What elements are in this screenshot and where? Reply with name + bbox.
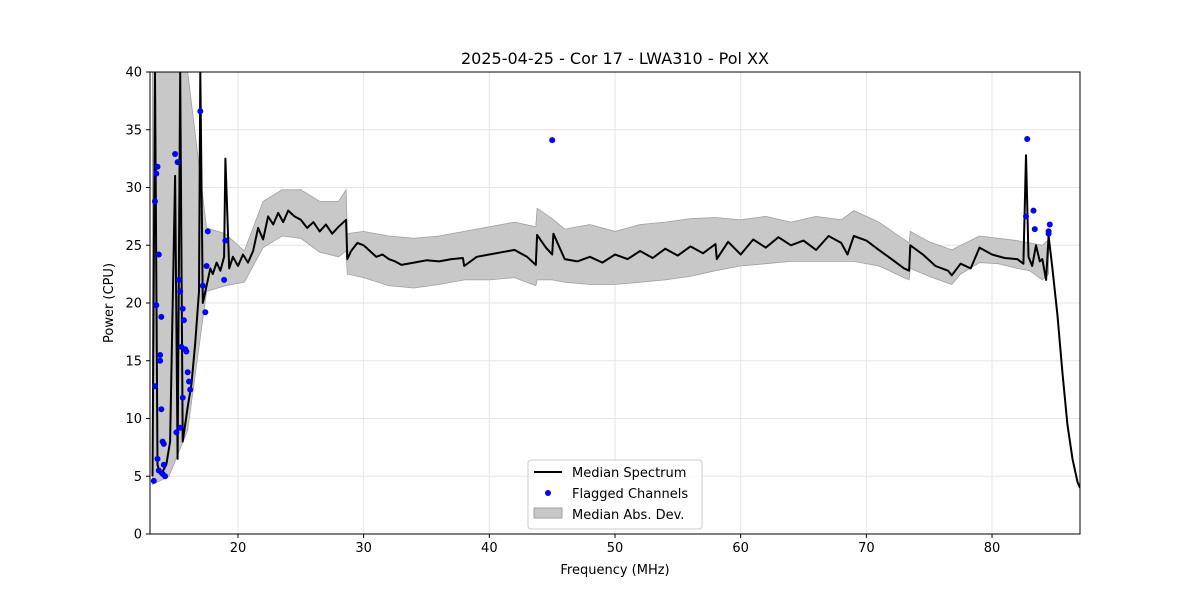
x-tick-label: 70: [858, 541, 875, 556]
legend-box: [527, 459, 703, 530]
flagged-channel-point: [180, 317, 187, 324]
flagged-channel-point: [199, 282, 206, 289]
flagged-channel-point: [221, 276, 228, 283]
x-tick-label: 50: [607, 541, 624, 556]
flagged-channel-point: [175, 276, 182, 283]
median-spectrum-line: [151, 72, 1080, 489]
y-axis-label: Power (CPU): [102, 263, 117, 343]
legend-flagged-swatch: [545, 490, 551, 496]
flagged-channel-point: [154, 455, 161, 462]
flagged-channel-point: [1031, 226, 1038, 233]
flagged-channel-point: [549, 137, 556, 144]
flagged-channel-point: [1024, 136, 1031, 142]
flagged-channel-point: [187, 386, 194, 393]
flagged-channel-point: [154, 163, 161, 170]
flagged-channel-point: [157, 352, 164, 358]
mad-band-layer: [152, 72, 1049, 485]
flagged-channel-point: [152, 383, 158, 390]
flagged-channel-point: [177, 288, 184, 295]
flagged-channel-point: [186, 378, 192, 385]
x-axis-label: Frequency (MHz): [560, 563, 669, 578]
legend-flagged-label: Flagged Channels: [572, 487, 688, 502]
flagged-channel-point: [179, 394, 186, 401]
y-tick-label: 20: [125, 297, 142, 312]
flagged-channel-point: [202, 309, 209, 316]
flagged-channel-point: [183, 348, 190, 355]
x-tick-label: 30: [355, 541, 372, 556]
flagged-channel-point: [179, 305, 186, 312]
flagged-channel-point: [174, 159, 181, 166]
x-axis-ticks: 20 30 40 50 60 70 80: [230, 534, 1001, 556]
flagged-channel-point: [153, 170, 160, 177]
flagged-channel-point: [157, 357, 164, 364]
mad-band: [152, 72, 1049, 485]
flagged-channel-point: [204, 228, 211, 235]
x-tick-label: 60: [732, 541, 749, 556]
y-tick-label: 0: [134, 528, 142, 543]
legend-median-label: Median Spectrum: [572, 466, 686, 481]
flagged-channel-point: [222, 237, 229, 244]
flagged-channel-point: [172, 151, 179, 157]
flagged-channel-point: [1046, 221, 1053, 228]
y-tick-label: 10: [125, 412, 142, 427]
flagged-channel-point: [158, 313, 165, 320]
flagged-channel-point: [150, 477, 157, 484]
y-tick-label: 35: [125, 123, 142, 138]
flagged-channel-point: [197, 108, 204, 115]
y-tick-label: 5: [134, 470, 142, 485]
flagged-channel-point: [177, 424, 184, 431]
x-tick-label: 80: [984, 541, 1001, 556]
flagged-channel-point: [153, 302, 160, 309]
flagged-channel-point: [1045, 230, 1052, 237]
flagged-channel-point: [203, 263, 210, 269]
flagged-channel-point: [173, 429, 180, 436]
flagged-channel-point: [155, 251, 162, 258]
y-axis-ticks: 0 5 10 15 20 25 30 35 40: [125, 66, 150, 543]
median-line-layer: [151, 72, 1080, 489]
flagged-channel-point: [152, 198, 158, 205]
flagged-channel-point: [160, 440, 167, 447]
flagged-channel-point: [160, 461, 167, 468]
flagged-channel-point: [184, 369, 191, 376]
x-tick-label: 20: [230, 541, 247, 556]
legend: Median Spectrum Flagged Channels Median …: [527, 459, 703, 530]
flagged-channel-point: [159, 470, 166, 477]
y-tick-label: 15: [125, 354, 142, 369]
legend-mad-label: Median Abs. Dev.: [572, 508, 684, 523]
chart-title: 2025-04-25 - Cor 17 - LWA310 - Pol XX: [461, 49, 769, 68]
flagged-channel-point: [1023, 213, 1029, 220]
y-tick-label: 40: [125, 66, 142, 81]
flagged-channel-point: [158, 406, 165, 413]
flagged-points-layer: [150, 108, 1053, 484]
legend-mad-swatch: [533, 507, 563, 519]
flagged-channel-point: [1030, 207, 1037, 214]
x-tick-label: 40: [481, 541, 498, 556]
y-tick-label: 30: [125, 181, 142, 196]
y-tick-label: 25: [125, 239, 142, 254]
